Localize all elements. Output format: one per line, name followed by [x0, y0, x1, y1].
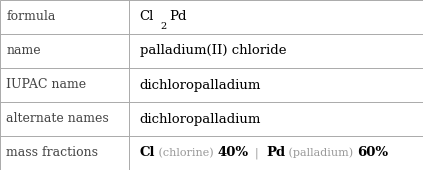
Text: Cl: Cl: [140, 147, 155, 159]
Text: 60%: 60%: [357, 147, 388, 159]
Text: dichloropalladium: dichloropalladium: [140, 113, 261, 125]
Text: 2: 2: [160, 22, 166, 31]
Text: alternate names: alternate names: [6, 113, 109, 125]
Text: Pd: Pd: [169, 11, 187, 23]
Text: 40%: 40%: [217, 147, 248, 159]
Text: mass fractions: mass fractions: [6, 147, 98, 159]
Text: Pd: Pd: [266, 147, 285, 159]
Text: palladium(II) chloride: palladium(II) chloride: [140, 45, 286, 57]
Text: dichloropalladium: dichloropalladium: [140, 79, 261, 91]
Text: (chlorine): (chlorine): [155, 148, 217, 158]
Text: |: |: [248, 147, 266, 159]
Text: Cl: Cl: [140, 11, 154, 23]
Text: (palladium): (palladium): [285, 148, 357, 158]
Text: IUPAC name: IUPAC name: [6, 79, 86, 91]
Text: name: name: [6, 45, 41, 57]
Text: formula: formula: [6, 11, 56, 23]
